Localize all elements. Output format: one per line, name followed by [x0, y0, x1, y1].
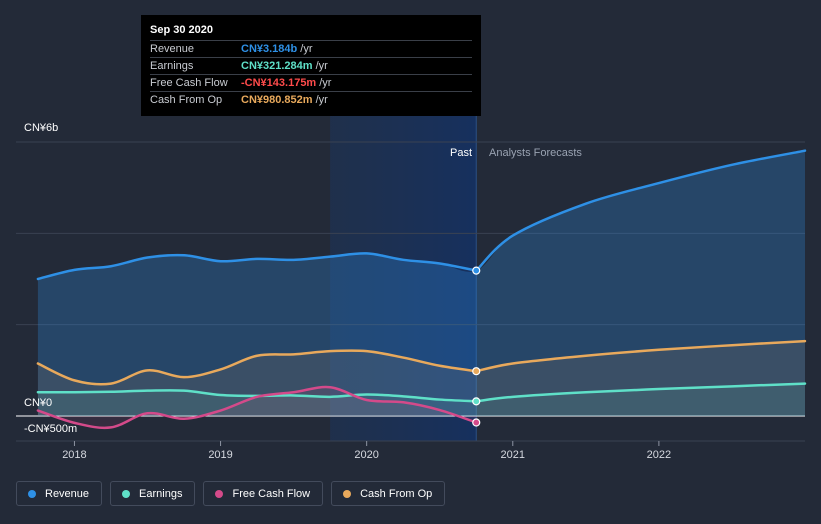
- forecast-label: Analysts Forecasts: [489, 147, 582, 159]
- x-tick-label: 2022: [647, 449, 671, 461]
- tooltip-value: -CN¥143.175m: [241, 77, 317, 89]
- free-cash-flow-line: [36, 385, 478, 430]
- y-axis-min-label: -CN¥500m: [24, 423, 78, 435]
- revenue-marker: [472, 266, 481, 275]
- x-tick-label: 2018: [62, 449, 86, 461]
- tooltip-label: Cash From Op: [150, 94, 223, 106]
- legend-dot-icon: [215, 489, 224, 498]
- revenue-area: [37, 150, 805, 416]
- y-axis-max-label: CN¥6b: [24, 122, 59, 134]
- tooltip-row-free-cash-flow: Free Cash Flow -CN¥143.175m /yr: [150, 74, 472, 91]
- cash-from-op-line: [36, 349, 478, 386]
- legend-label: Cash From Op: [360, 487, 433, 500]
- free-cash-flow-marker: [472, 418, 481, 427]
- tooltip-unit: /yr: [315, 94, 328, 106]
- x-tick-label: 2019: [208, 449, 232, 461]
- legend: Revenue Earnings Free Cash Flow Cash Fro…: [16, 481, 446, 506]
- tooltip-row-revenue: Revenue CN¥3.184b /yr: [150, 40, 472, 57]
- cash-from-op-marker: [472, 367, 481, 376]
- legend-dot-icon: [28, 489, 36, 498]
- x-tick-label: 2021: [501, 449, 525, 461]
- cash-from-op-forecast-line: [475, 339, 807, 373]
- tooltip-unit: /yr: [315, 60, 328, 72]
- cash-from-op-area: [37, 341, 805, 416]
- earnings-marker: [472, 397, 481, 406]
- tooltip-unit: /yr: [300, 43, 313, 55]
- legend-dot-icon: [122, 489, 131, 498]
- y-axis-zero-label: CN¥0: [24, 397, 53, 409]
- revenue-forecast-line: [475, 149, 807, 272]
- tooltip-label: Earnings: [150, 60, 194, 72]
- past-highlight-band: [330, 116, 477, 441]
- tooltip-row-cash-from-op: Cash From Op CN¥980.852m /yr: [150, 91, 472, 108]
- legend-label: Revenue: [45, 487, 90, 500]
- earnings-forecast-line: [475, 382, 807, 403]
- tooltip-row-earnings: Earnings CN¥321.284m /yr: [150, 57, 472, 74]
- past-label: Past: [450, 147, 473, 159]
- tooltip-value: CN¥3.184b: [241, 43, 298, 55]
- revenue-line: [36, 252, 478, 281]
- free-cash-flow-area: [37, 387, 477, 428]
- tooltip-date: Sep 30 2020: [150, 24, 213, 36]
- legend-label: Free Cash Flow: [232, 487, 311, 500]
- legend-item-cash-from-op[interactable]: Cash From Op: [331, 481, 446, 506]
- legend-item-revenue[interactable]: Revenue: [16, 481, 103, 506]
- tooltip-label: Revenue: [150, 43, 195, 55]
- tooltip-label: Free Cash Flow: [150, 77, 228, 89]
- legend-item-earnings[interactable]: Earnings: [110, 481, 196, 506]
- legend-item-free-cash-flow[interactable]: Free Cash Flow: [203, 481, 324, 506]
- tooltip-value: CN¥980.852m: [241, 94, 313, 106]
- tooltip-unit: /yr: [319, 77, 332, 89]
- legend-label: Earnings: [139, 487, 183, 500]
- x-tick-label: 2020: [354, 449, 378, 461]
- legend-dot-icon: [343, 489, 352, 498]
- tooltip-value: CN¥321.284m: [241, 60, 313, 72]
- tooltip: Sep 30 2020 Revenue CN¥3.184b /yr Earnin…: [141, 15, 481, 116]
